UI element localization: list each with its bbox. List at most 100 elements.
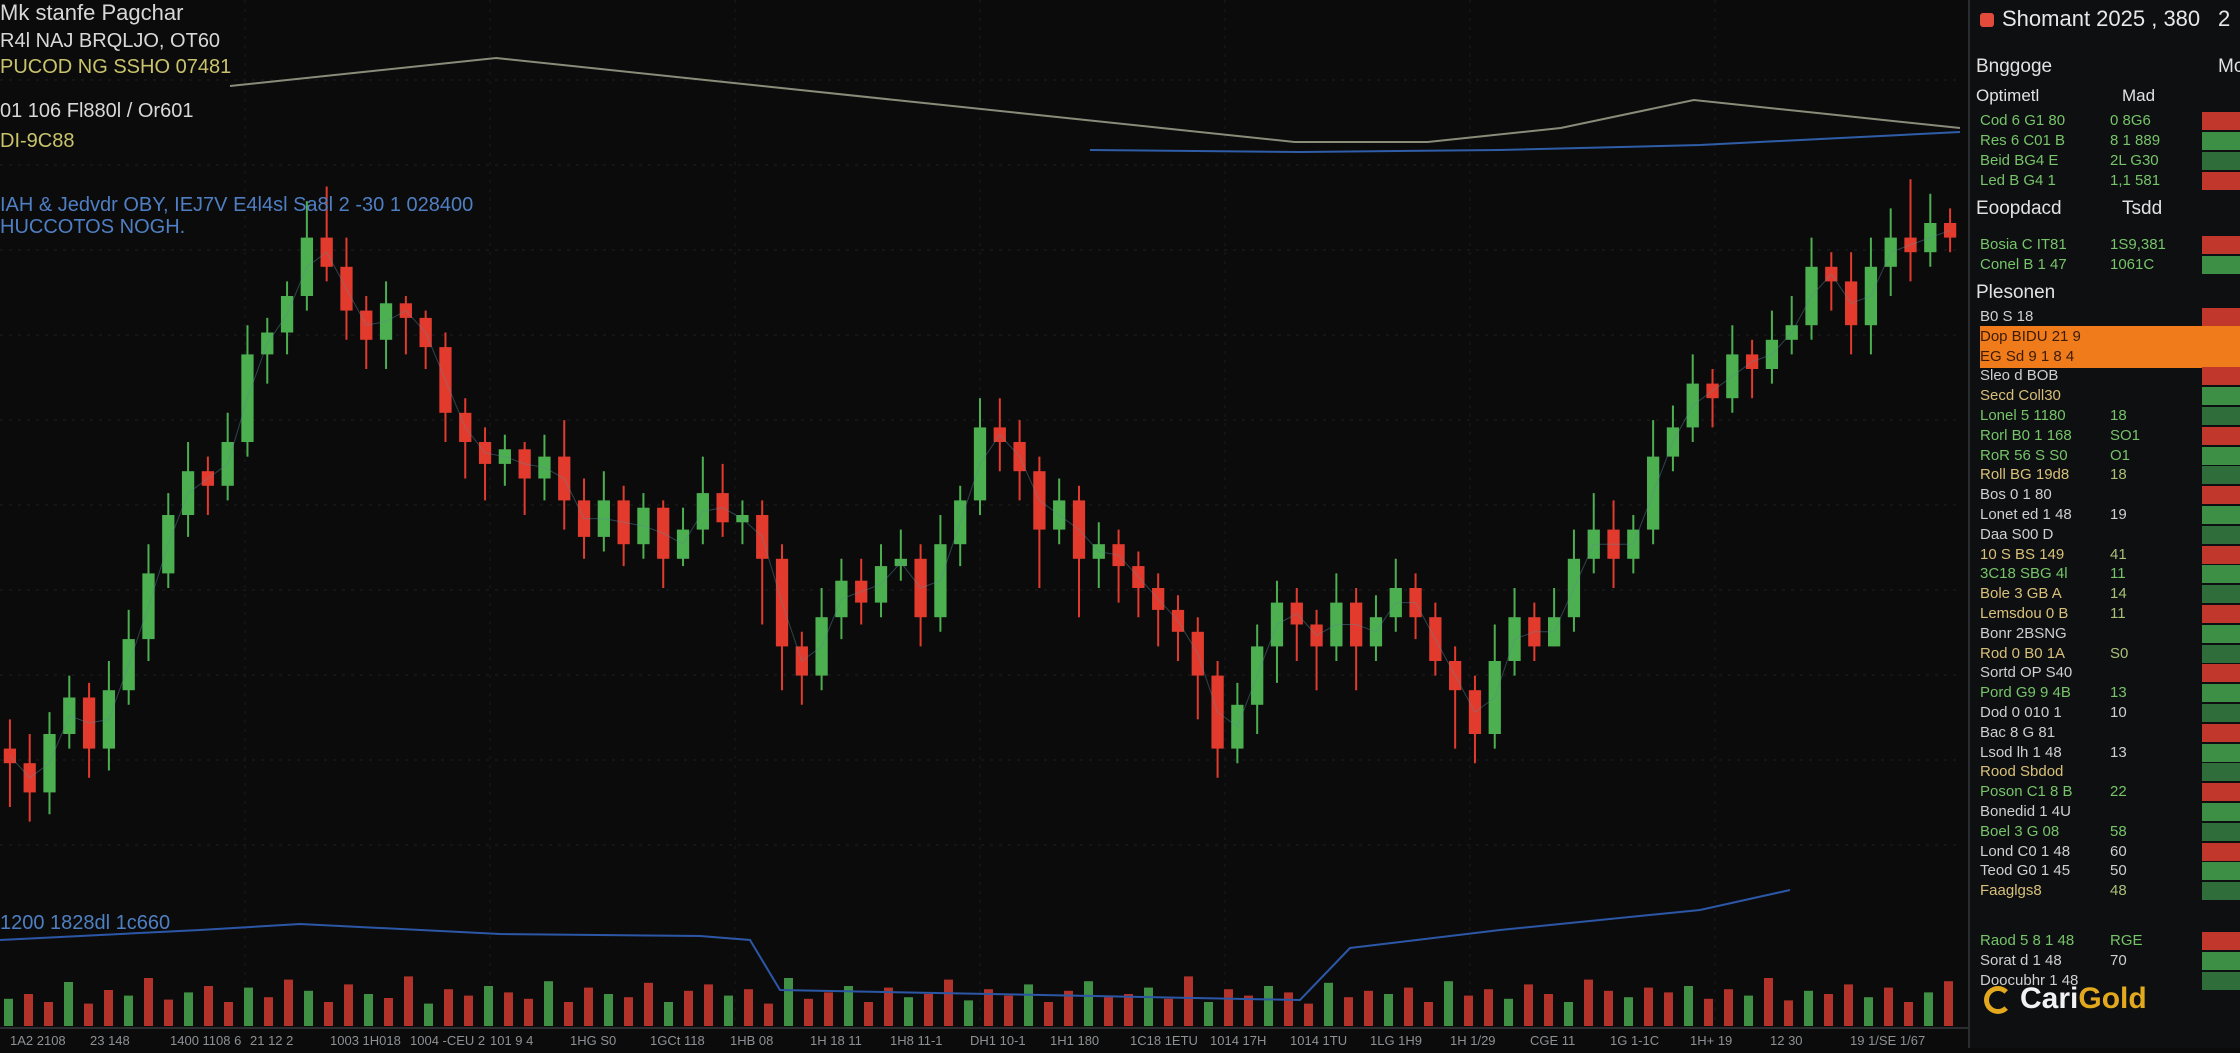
- panel-row[interactable]: Bosia C IT81 1S9,381: [1980, 234, 2240, 256]
- row-color-bar: [2202, 565, 2240, 584]
- candle-body: [1211, 675, 1224, 749]
- panel-row[interactable]: Sorat d 1 48 70: [1980, 950, 2240, 972]
- candle-body: [874, 566, 888, 603]
- volume-bar: [544, 981, 553, 1026]
- panel-row[interactable]: Rood Sbdod: [1980, 761, 2240, 783]
- row-label: Lemsdou 0 B: [1980, 605, 2069, 622]
- row-color-bar: [2202, 172, 2240, 190]
- row-color-bar: [2202, 684, 2240, 703]
- time-axis-label: 1HG S0: [570, 1033, 617, 1048]
- panel-row[interactable]: 10 S BS 149 41: [1980, 544, 2240, 566]
- row-value: 18: [2110, 466, 2127, 484]
- candle-body: [1884, 237, 1897, 267]
- panel-row[interactable]: Conel B 1 47 1061C: [1980, 254, 2240, 276]
- volume-bar: [264, 997, 273, 1026]
- candle-body: [1231, 704, 1244, 749]
- candle-body: [63, 697, 76, 734]
- panel-row[interactable]: Rod 0 B0 1A S0: [1980, 643, 2240, 665]
- row-color-bar: [2202, 664, 2240, 683]
- panel-row[interactable]: Roll BG 19d8 18: [1980, 464, 2240, 486]
- panel-row[interactable]: Lond C0 1 48 60: [1980, 841, 2240, 863]
- panel-row[interactable]: Bonr 2BSNG: [1980, 623, 2240, 645]
- candle-body: [399, 303, 412, 318]
- volume-bar: [744, 989, 753, 1026]
- panel-row[interactable]: Teod G0 1 45 50: [1980, 860, 2240, 882]
- candle-body: [1726, 354, 1739, 399]
- volume-bar: [44, 1002, 53, 1026]
- candle-body: [775, 558, 789, 647]
- section-1-title: Bnggoge: [1976, 56, 2053, 77]
- volume-group: [4, 976, 1953, 1026]
- panel-row[interactable]: Lonet ed 1 48 19: [1980, 504, 2240, 526]
- row-value: 1,1 581: [2110, 172, 2161, 189]
- section-title-2: Eoopdacd Tsdd: [1976, 198, 2162, 220]
- panel-row[interactable]: Bac 8 G 81: [1980, 722, 2240, 744]
- panel-row[interactable]: RoR 56 S S0 O1: [1980, 445, 2240, 467]
- panel-row[interactable]: B0 S 18: [1980, 306, 2240, 328]
- row-color-bar: [2202, 132, 2240, 150]
- panel-row[interactable]: Daa S00 D: [1980, 524, 2240, 546]
- panel-row[interactable]: Secd Coll30: [1980, 385, 2240, 407]
- candle-body: [736, 515, 749, 523]
- candle-body: [1152, 588, 1165, 610]
- candle-body: [1310, 624, 1323, 647]
- row-label: Roll BG 19d8: [1980, 466, 2070, 484]
- volume-bar: [564, 1002, 573, 1026]
- candlestick-chart[interactable]: [0, 0, 1968, 1048]
- candle-body: [43, 734, 56, 793]
- candle-body: [1013, 442, 1026, 472]
- section-1-right: Mc: [2218, 56, 2240, 77]
- panel-row[interactable]: Led B G4 1 1,1 581: [1980, 170, 2240, 192]
- candle-body: [122, 639, 135, 691]
- candle-body: [1053, 500, 1066, 530]
- panel-row[interactable]: Rorl B0 1 168 SO1: [1980, 425, 2240, 447]
- row-color-bar: [2202, 862, 2240, 881]
- candle-body: [934, 544, 947, 618]
- candle-body: [439, 347, 452, 413]
- col-b: Mad: [2122, 86, 2156, 105]
- volume-bar: [1844, 984, 1853, 1026]
- panel-row[interactable]: Dop BIDU 21 9: [1980, 325, 2240, 348]
- panel-row[interactable]: Dod 0 010 1 10: [1980, 702, 2240, 724]
- candle-body: [538, 456, 551, 479]
- volume-overlay-line: [0, 889, 1968, 1029]
- time-axis-label: 1H 1/29: [1450, 1033, 1496, 1048]
- volume-bar: [1644, 987, 1653, 1026]
- panel-row[interactable]: Lemsdou 0 B 11: [1980, 603, 2240, 625]
- row-label: Bole 3 GB A: [1980, 585, 2062, 603]
- panel-row[interactable]: Poson C1 8 B 22: [1980, 781, 2240, 803]
- panel-row[interactable]: Bonedid 1 4U: [1980, 801, 2240, 823]
- section-2-title: Eoopdacd: [1976, 198, 2062, 219]
- volume-bar: [604, 994, 613, 1026]
- row-label: Sortd OP S40: [1980, 664, 2073, 682]
- candle-body: [1864, 266, 1878, 326]
- time-axis-label: 101 9 4: [490, 1033, 534, 1048]
- panel-row[interactable]: Doocubhr 1 48: [1980, 970, 2240, 992]
- panel-row[interactable]: Cod 6 G1 80 0 8G6: [1980, 110, 2240, 132]
- panel-row[interactable]: Sortd OP S40: [1980, 662, 2240, 684]
- panel-row[interactable]: Bos 0 1 80: [1980, 484, 2240, 506]
- upper-overlay-line: [229, 56, 1961, 154]
- panel-row[interactable]: Boel 3 G 08 58: [1980, 821, 2240, 843]
- panel-row[interactable]: Lonel 5 1180 18: [1980, 405, 2240, 427]
- panel-row[interactable]: Raod 5 8 1 48 RGE: [1980, 930, 2240, 952]
- volume-bar: [1344, 997, 1353, 1026]
- candle-body: [1844, 281, 1858, 326]
- panel-row[interactable]: 3C18 SBG 4l 11: [1980, 563, 2240, 585]
- candle-body: [696, 493, 709, 530]
- volume-bar: [1044, 1002, 1053, 1026]
- panel-row[interactable]: Res 6 C01 B 8 1 889: [1980, 130, 2240, 152]
- volume-bar: [1464, 995, 1473, 1026]
- panel-row[interactable]: Pord G9 9 4B 13: [1980, 682, 2240, 704]
- volume-bar: [844, 986, 853, 1026]
- panel-row[interactable]: EG Sd 9 1 8 4: [1980, 345, 2240, 368]
- candle-body: [1943, 223, 1957, 238]
- panel-row[interactable]: Faaglgs8 48: [1980, 880, 2240, 902]
- panel-row[interactable]: Sleo d BOB: [1980, 365, 2240, 387]
- volume-bar: [4, 998, 13, 1026]
- panel-row[interactable]: Beid BG4 E 2L G30: [1980, 150, 2240, 172]
- volume-bar: [1184, 976, 1193, 1026]
- chart-area[interactable]: Mk stanfe Pagchar R4l NAJ BRQLJO, OT60 P…: [0, 0, 1968, 1048]
- panel-row[interactable]: Lsod lh 1 48 13: [1980, 742, 2240, 764]
- panel-row[interactable]: Bole 3 GB A 14: [1980, 583, 2240, 605]
